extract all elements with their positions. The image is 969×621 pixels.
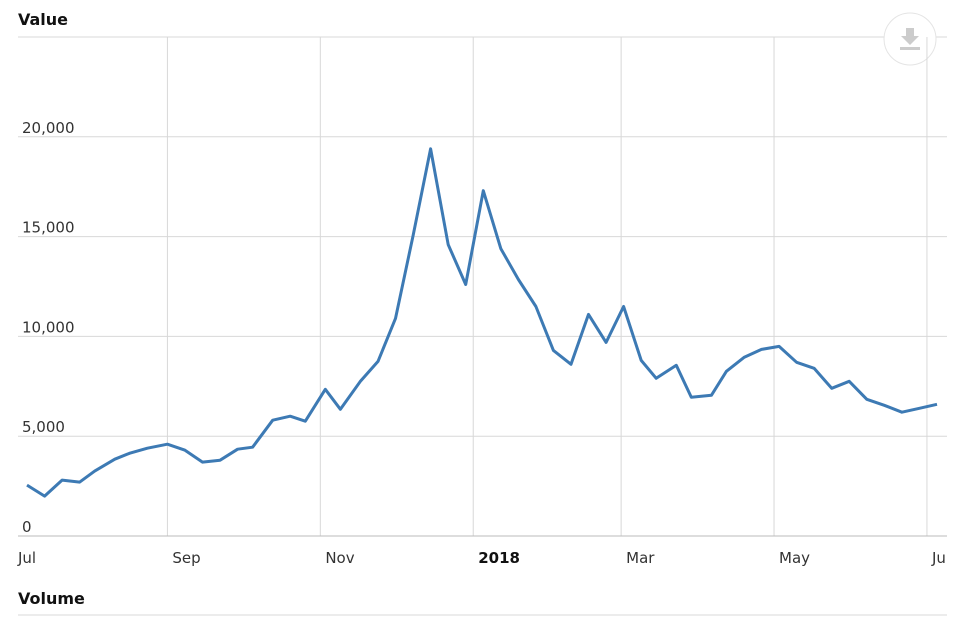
x-tick-label: Mar [626,549,655,567]
x-tick-label: Nov [325,549,354,567]
panel-title: Value [18,10,68,29]
x-tick-label: May [779,549,810,567]
x-tick-label: Ju [931,549,946,567]
price-line [26,147,938,498]
y-tick-label: 10,000 [22,318,75,336]
y-tick-label: 20,000 [22,119,75,137]
download-icon-base[interactable] [900,47,920,50]
x-tick-label: Sep [172,549,200,567]
download-icon[interactable] [901,28,919,45]
download-button[interactable] [883,12,937,66]
y-tick-label: 15,000 [22,219,75,237]
y-tick-label: 5,000 [22,418,65,436]
x-tick-label: Jul [17,549,36,567]
lower-panel-title: Volume [18,589,85,608]
x-tick-label: 2018 [478,549,520,567]
y-tick-label: 0 [22,518,32,536]
